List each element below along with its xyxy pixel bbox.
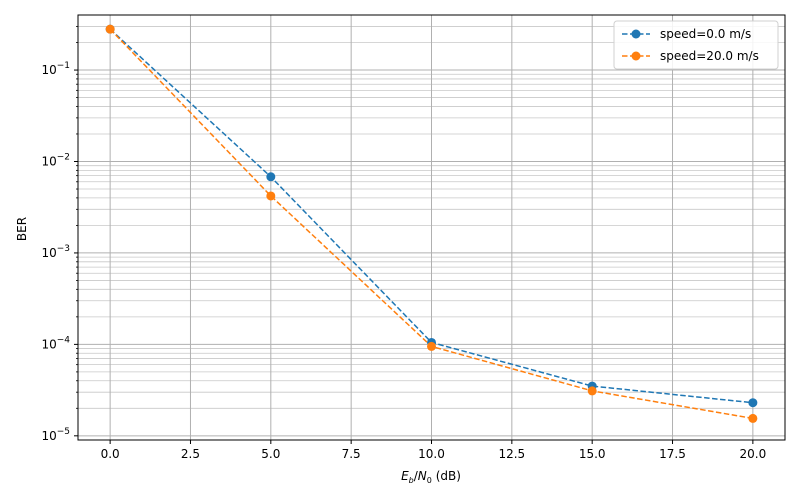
- y-axis-label: BER: [15, 217, 29, 241]
- legend-label-speed-20: speed=20.0 m/s: [660, 49, 759, 63]
- data-point-series-1: [587, 386, 597, 396]
- data-point-series-1: [105, 24, 115, 34]
- x-axis-label: Eb/N0 (dB): [401, 469, 461, 485]
- x-tick-label: 15.0: [579, 447, 606, 461]
- legend: speed=0.0 m/s speed=20.0 m/s: [613, 20, 779, 70]
- x-tick-label: 7.5: [342, 447, 361, 461]
- axes-frame: [77, 14, 786, 441]
- legend-marker-speed-20: [631, 51, 641, 61]
- y-tick-label: 10−4: [41, 335, 70, 351]
- data-point-series-0: [266, 172, 276, 182]
- data-point-series-1: [427, 341, 436, 351]
- y-tick-label: 10−3: [41, 244, 70, 260]
- x-tick-label: 12.5: [498, 447, 525, 461]
- x-tick-label: 2.5: [181, 447, 200, 461]
- legend-label-speed-0: speed=0.0 m/s: [660, 27, 751, 41]
- x-tick-label: 5.0: [261, 447, 280, 461]
- y-tick-label: 10−5: [41, 427, 70, 443]
- plot-area: 10−5 10−4 10−3 10−2 10−1 0.0 2.5 5.0 7.5 10.0 12.5…: [41, 14, 786, 461]
- data-point-series-1: [748, 413, 758, 423]
- legend-box: [613, 20, 779, 70]
- x-tick-label: 0.0: [101, 447, 120, 461]
- data-point-series-1: [266, 191, 276, 201]
- x-tick-label: 20.0: [740, 447, 767, 461]
- data-point-series-0: [748, 398, 758, 408]
- y-tick-label: 10−1: [41, 61, 70, 77]
- legend-marker-speed-0: [631, 29, 641, 39]
- x-tick-label: 10.0: [418, 447, 445, 461]
- y-tick-label: 10−2: [41, 152, 70, 168]
- x-tick-label: 17.5: [659, 447, 686, 461]
